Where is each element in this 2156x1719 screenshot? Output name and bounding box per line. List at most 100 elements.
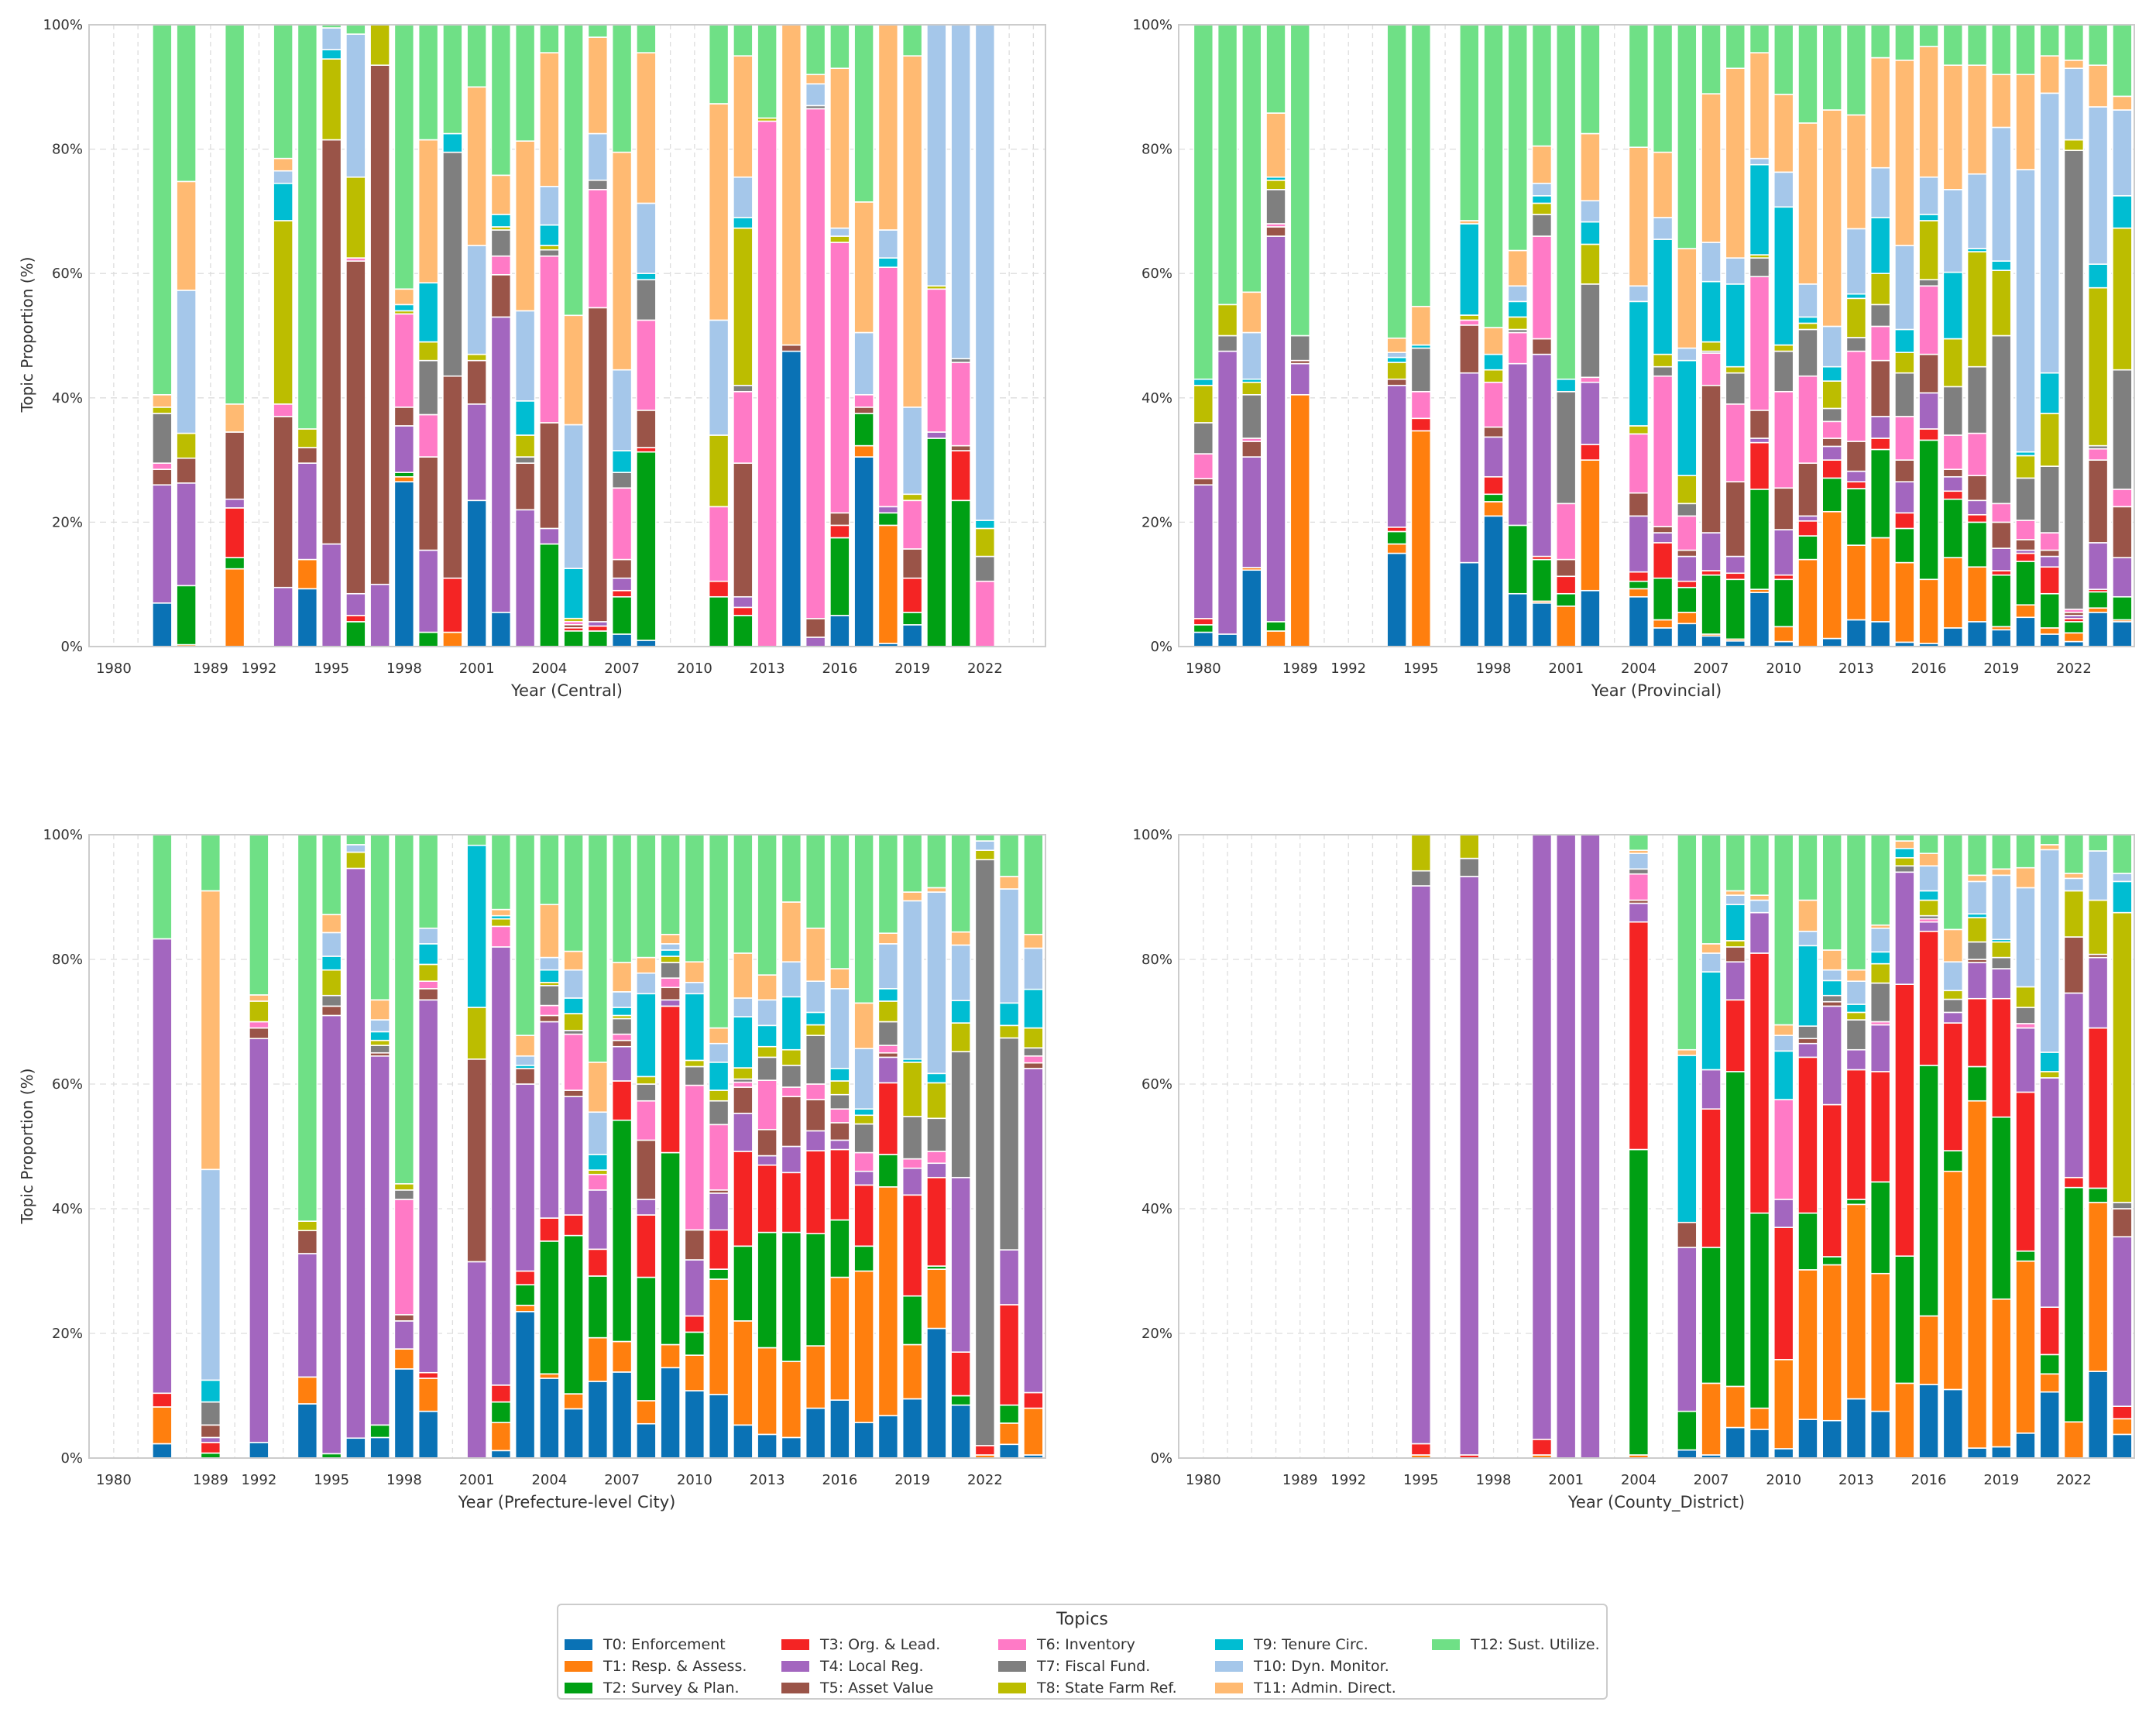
bar-2002 <box>1580 24 1601 647</box>
bar-segment-T4-2017 <box>853 1170 874 1186</box>
bar-segment-T10-2003 <box>514 310 536 402</box>
bar-segment-T11-2000 <box>1531 145 1553 184</box>
bar-segment-T12-2015 <box>805 834 826 929</box>
bar-segment-T12-2002 <box>490 24 512 177</box>
bar-segment-T11-2012 <box>733 55 754 178</box>
bar-segment-T10-2011 <box>1797 283 1818 318</box>
legend-item-T12: T12: Sust. Utilize. <box>1432 1636 1600 1653</box>
bar-segment-T5-2012 <box>1821 437 1842 448</box>
bar-segment-T2-2017 <box>1942 498 1964 558</box>
bar-segment-T2-2023 <box>2087 1187 2109 1203</box>
bar-segment-T1-1994 <box>297 1376 318 1405</box>
bar-segment-T5-2013 <box>757 1128 778 1157</box>
bar-segment-T10-2012 <box>733 176 754 218</box>
bar-segment-T11-2008 <box>636 52 657 204</box>
bar-segment-T11-2010 <box>684 961 706 983</box>
bar-segment-T4-2009 <box>660 999 681 1007</box>
bar-2014 <box>1869 24 1891 647</box>
bar-segment-T7-2012 <box>1821 994 1842 1003</box>
bar-segment-T5-2008 <box>636 1139 657 1200</box>
bar-1994 <box>1386 24 1407 647</box>
bar-segment-T2-2009 <box>1749 489 1770 590</box>
bar-segment-T2-2011 <box>1797 535 1818 561</box>
bar-segment-T2-2009 <box>660 1151 681 1346</box>
bar-segment-T6-2000 <box>1531 235 1553 340</box>
bar-segment-T1-2010 <box>684 1354 706 1391</box>
bar-segment-T5-2019 <box>901 548 923 579</box>
bar-1998 <box>393 24 415 647</box>
bar-segment-T2-2023 <box>998 1404 1020 1424</box>
bar-segment-T7-2018 <box>1966 365 1988 434</box>
bar-segment-T8-2004 <box>1628 425 1650 435</box>
bar-segment-T10-2020 <box>926 891 947 1075</box>
bar-segment-T6-2023 <box>2087 448 2109 461</box>
bar-segment-T10-2009 <box>660 943 681 951</box>
bar-2022 <box>974 24 996 647</box>
bar-2010 <box>684 834 706 1459</box>
bar-segment-T11-2009 <box>1749 52 1770 160</box>
bar-segment-T8-2023 <box>2087 286 2109 447</box>
bar-segment-T0-1998 <box>393 1368 415 1459</box>
bar-segment-T0-2008 <box>636 1422 657 1459</box>
bar-segment-T10-2007 <box>611 369 633 451</box>
bar-segment-T4-2000 <box>1531 353 1553 558</box>
bar-2021 <box>950 24 971 647</box>
bar-segment-T0-2019 <box>1990 629 2012 647</box>
bar-segment-T8-2007 <box>1701 341 1722 352</box>
x-tick-label: 1989 <box>193 660 228 677</box>
bar-segment-T6-2015 <box>1894 416 1915 461</box>
bar-segment-T8-2016 <box>829 1080 850 1096</box>
bar-segment-T0-2005 <box>1652 627 1674 647</box>
bar-segment-T2-2016 <box>1918 1065 1939 1317</box>
bar-segment-T3-2020 <box>2015 1091 2036 1252</box>
bar-segment-T10-2007 <box>1701 952 1722 973</box>
bar-segment-T12-2016 <box>1918 834 1939 854</box>
bar-segment-T3-2015 <box>1894 983 1915 1257</box>
bar-segment-T5-2007 <box>611 1039 633 1048</box>
legend-swatch <box>1432 1639 1460 1650</box>
bar-segment-T10-2006 <box>587 132 609 181</box>
bar-segment-T10-2018 <box>1966 173 1988 249</box>
bar-segment-T1-2006 <box>587 1336 609 1382</box>
bar-segment-T8-1995 <box>321 58 342 141</box>
bar-segment-T4-1991 <box>224 498 245 509</box>
bar-segment-T1-2018 <box>877 524 899 644</box>
bar-segment-T12-2007 <box>1701 24 1722 94</box>
bar-segment-T4-1995 <box>1410 885 1432 1445</box>
bar-segment-T3-2007 <box>1701 1108 1722 1248</box>
bar-segment-T4-2004 <box>539 527 560 545</box>
bar-segment-T0-2000 <box>1531 602 1553 647</box>
bar-segment-T0-2001 <box>466 499 487 647</box>
bar-segment-T6-2006 <box>1677 515 1698 551</box>
legend-item-T5: T5: Asset Value <box>781 1680 933 1697</box>
bar-segment-T4-1987 <box>152 484 173 604</box>
bar-2006 <box>1677 24 1698 647</box>
bar-segment-T9-2001 <box>1555 378 1577 393</box>
bar-segment-T6-2001 <box>1555 503 1577 561</box>
bar-segment-T7-2019 <box>901 1116 923 1160</box>
bar-segment-T4-1995 <box>321 1014 342 1455</box>
bar-segment-T1-2000 <box>442 631 463 647</box>
bar-2002 <box>490 834 512 1459</box>
bar-segment-T6-2008 <box>636 1100 657 1141</box>
bar-segment-T10-2015 <box>805 980 826 1014</box>
bar-segment-T4-1997 <box>1459 372 1480 564</box>
bar-segment-T5-2004 <box>539 1014 560 1023</box>
bar-segment-T12-2005 <box>563 24 584 317</box>
bar-segment-T3-2002 <box>1580 444 1601 461</box>
bar-2001 <box>1555 24 1577 647</box>
bar-segment-T12-2008 <box>1725 24 1746 70</box>
bar-segment-T7-2003 <box>514 456 536 464</box>
bar-segment-T8-1997 <box>1459 314 1480 321</box>
bar-segment-T8-2020 <box>2015 986 2036 1008</box>
bar-2005 <box>563 24 584 647</box>
bar-segment-T3-2009 <box>1749 952 1770 1214</box>
bar-segment-T1-2020 <box>2015 1260 2036 1434</box>
bar-segment-T7-2013 <box>1845 1019 1867 1051</box>
bar-segment-T9-2013 <box>1845 293 1867 300</box>
y-axis-label: Topic Proportion (%) <box>18 256 36 413</box>
bar-segment-T8-2020 <box>926 1082 947 1120</box>
bar-segment-T8-2022 <box>2063 139 2085 152</box>
bar-segment-T9-2021 <box>2039 372 2061 414</box>
bar-segment-T12-2006 <box>587 834 609 1063</box>
